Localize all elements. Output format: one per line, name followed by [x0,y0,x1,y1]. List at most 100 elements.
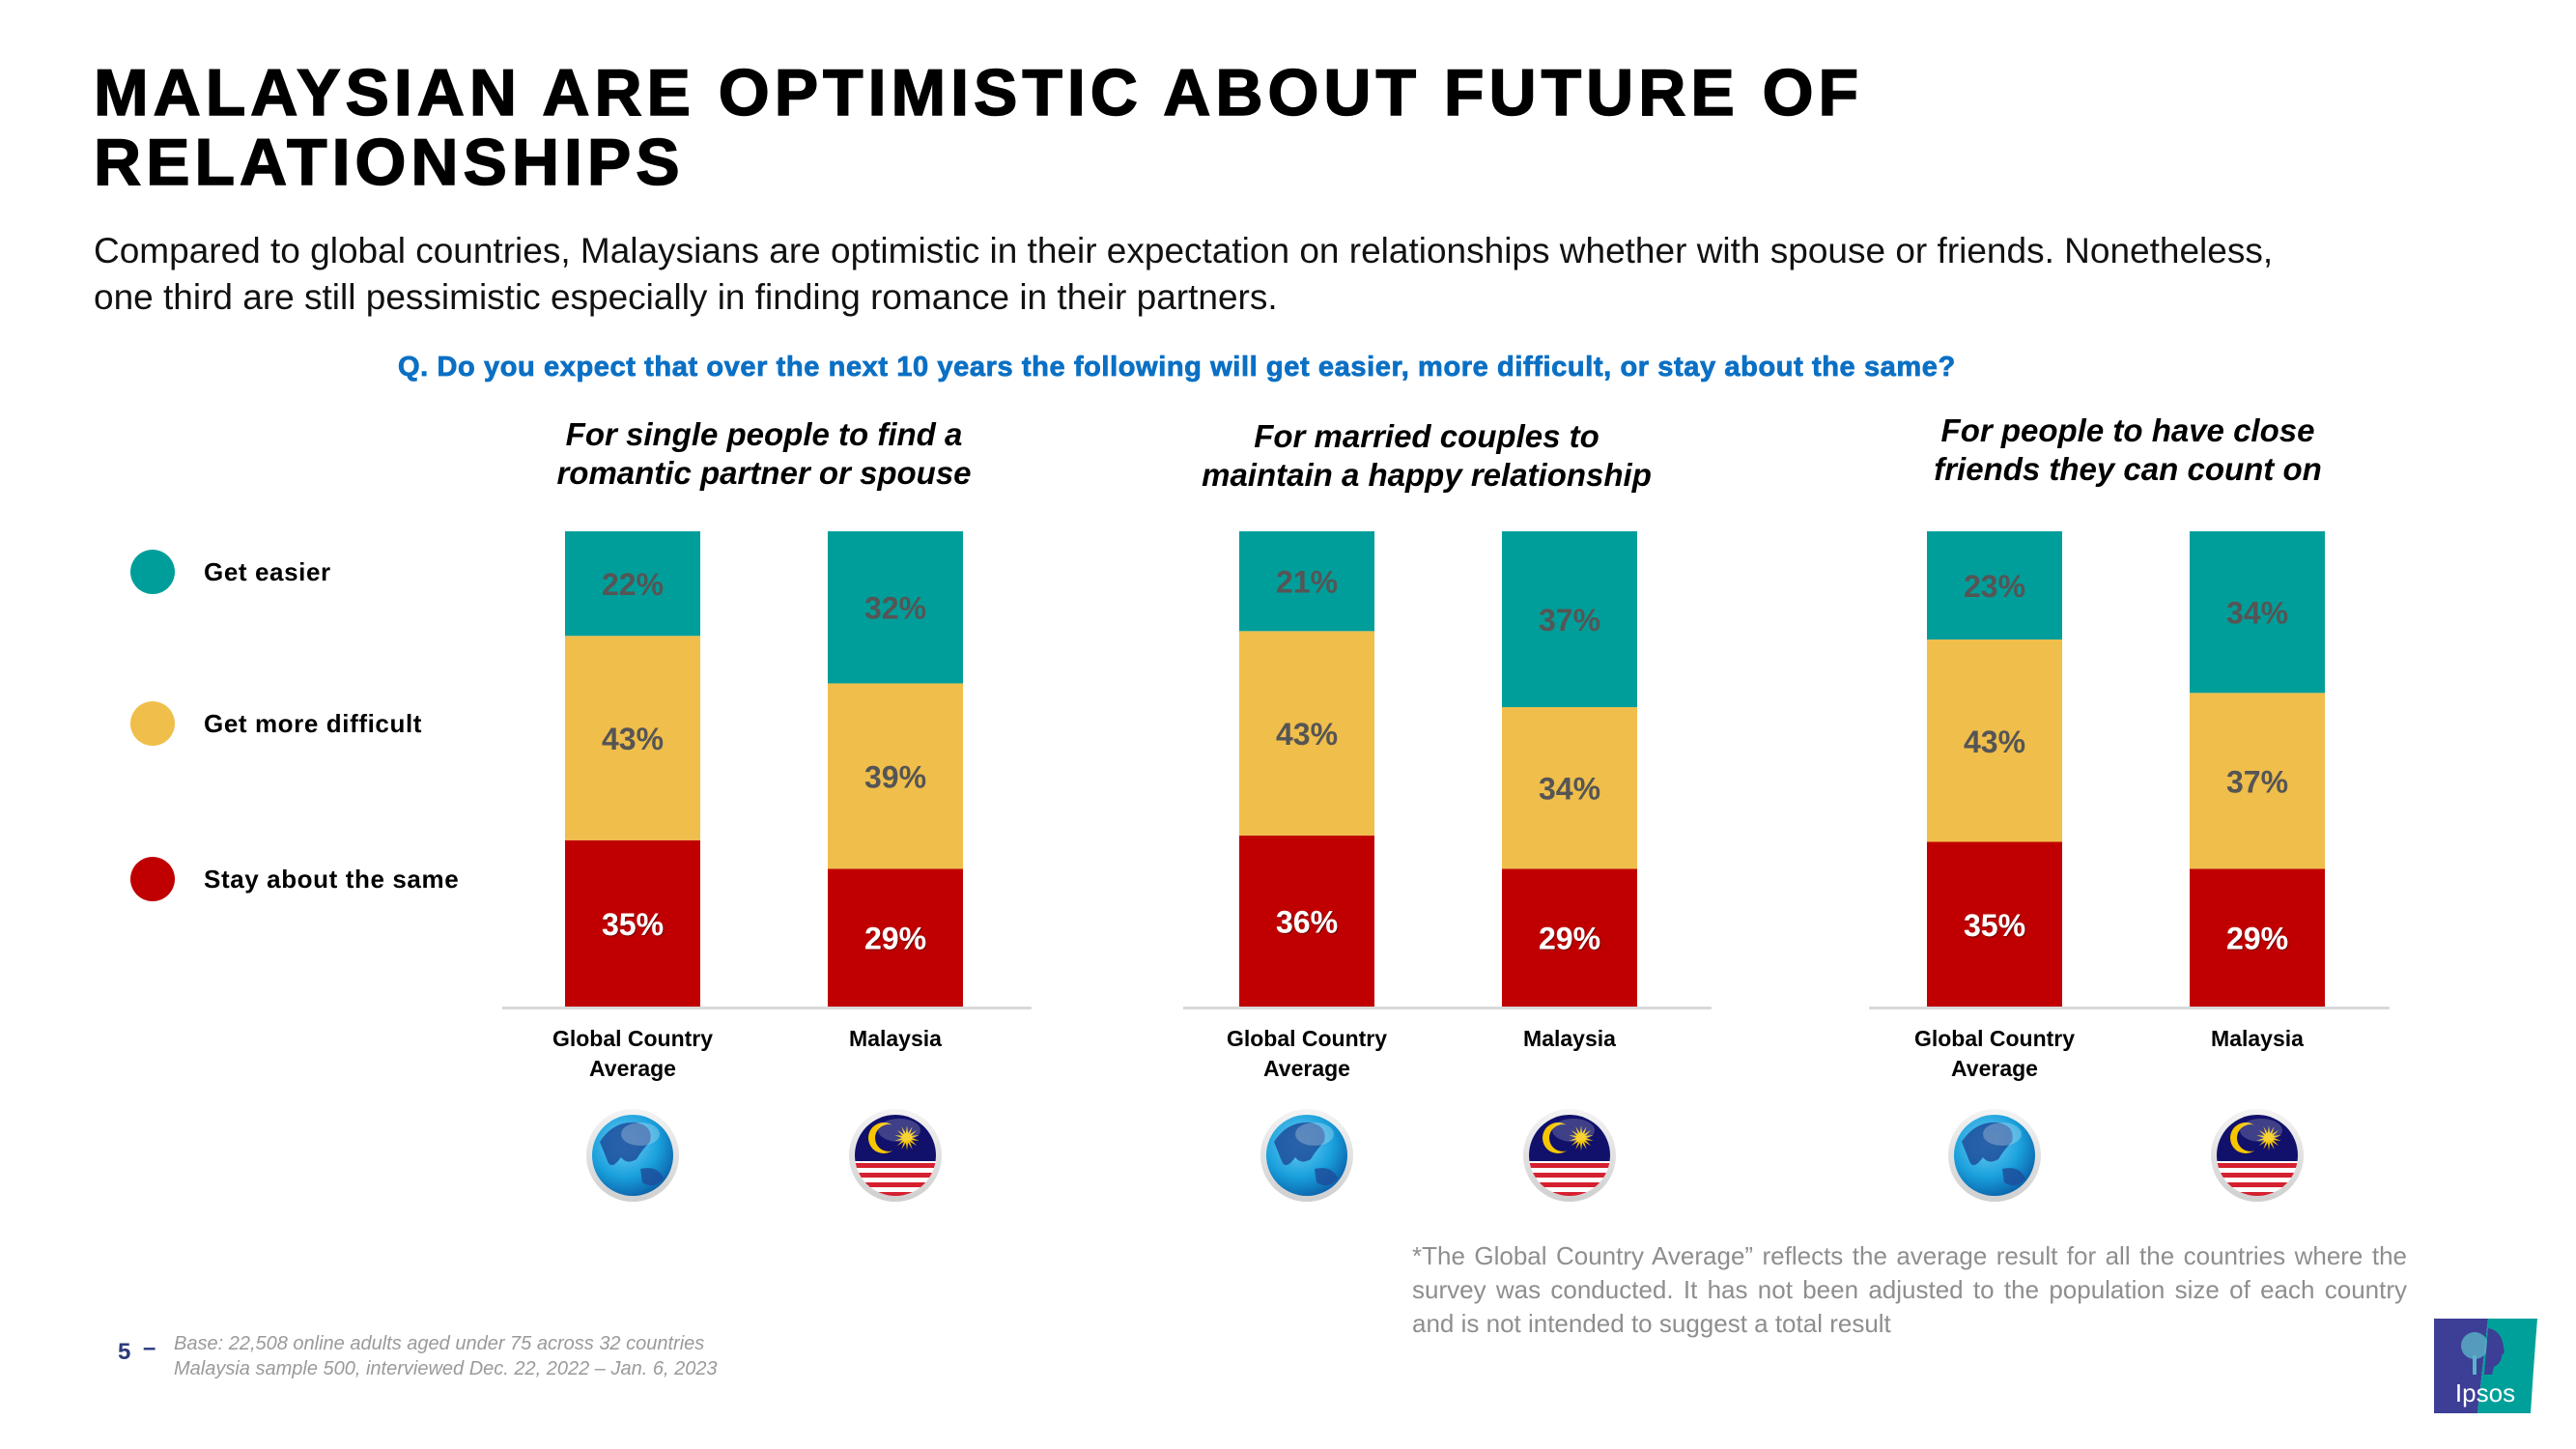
category-label: Malaysia [2211,1026,2304,1051]
bar-segment-get-more-difficult [565,636,700,840]
bar-malaysia: 29% 39% 32% [828,531,963,1007]
malaysia-flag-icon [1523,1109,1616,1202]
bar-segment-stay-about-the-same [565,839,700,1007]
logo-head-tree-icon [2461,1328,2505,1375]
bar-global-average: 36% 43% 21% [1239,531,1374,1007]
bar-segment-get-more-difficult [828,683,963,869]
category-label: Global Country [552,1026,713,1051]
base-note: Base: 22,508 online adults aged under 75… [174,1331,718,1381]
chart-1-title: For single people to find a romantic par… [465,415,1063,493]
chart-3-title-line-1: For people to have close [1940,412,2315,448]
chart-3: 35% 43% 23% Global Country Average 29% 37% 34% M… [1869,531,2390,1202]
flag-stripe [1529,1182,1610,1187]
chart-2-title-line-2: maintain a happy relationship [1202,457,1652,493]
data-label: 37% [1539,603,1600,638]
base-note-line-2: Malaysia sample 500, interviewed Dec. 22… [174,1358,718,1379]
bar-global-average: 35% 43% 23% [1927,531,2062,1007]
page-title-line-1: MALAYSIAN ARE OPTIMISTIC ABOUT FUTURE OF [93,56,1863,129]
flag-crescent-cut [1549,1124,1576,1151]
malaysia-flag-icon [849,1109,942,1202]
chart-1: 35% 43% 22% Global Country Average 29% 39% 32% M… [502,531,1032,1202]
bar-segment-get-easier [1502,531,1637,708]
flag-stripe [855,1182,936,1187]
chart-2: 36% 43% 21% Global Country Average 29% 34% 37% M… [1183,531,1712,1202]
category-label: Global Country [1914,1026,2075,1051]
data-label: 29% [864,922,926,956]
base-note-line-1: Base: 22,508 online adults aged under 75… [174,1333,705,1354]
bar-malaysia: 29% 34% 37% [1502,531,1637,1007]
flag-stripe [1529,1173,1610,1178]
flag-stripe [855,1173,936,1178]
bar-segment-get-more-difficult [1502,707,1637,869]
data-label: 37% [2226,764,2288,799]
data-label: 34% [1539,772,1600,807]
page-title: MALAYSIAN ARE OPTIMISTIC ABOUT FUTURE OF… [93,56,2219,198]
bar-segment-stay-about-the-same [1927,841,2062,1007]
data-label: 23% [1964,569,2025,604]
flag-star [2256,1125,2281,1151]
bar-segment-get-easier [565,531,700,637]
data-label: 36% [1276,904,1338,939]
chart-1-title-line-1: For single people to find a [565,416,963,452]
page-number-separator: – [143,1335,156,1361]
flag-crescent-cut [2237,1124,2264,1151]
global-average-footnote: *The Global Country Average” reflects th… [1412,1241,2407,1338]
data-label: 21% [1276,565,1338,600]
malaysia-flag-icon [2211,1109,2304,1202]
bar-segment-stay-about-the-same [2190,868,2325,1007]
bar-segment-get-more-difficult [1239,631,1374,836]
subtitle-line-1: Compared to global countries, Malaysians… [94,231,2274,270]
ipsos-logo: Ipsos [2434,1319,2537,1413]
bar-malaysia: 29% 37% 34% [2190,531,2325,1007]
category-label: Global Country [1227,1026,1387,1051]
globe-icon [1948,1109,2041,1202]
globe-continent [1962,1122,2013,1166]
data-label: 35% [1964,908,2025,943]
category-label: Average [1951,1056,2038,1081]
category-label: Malaysia [1523,1026,1616,1051]
data-label: 39% [864,759,926,794]
legend-dot-icon [130,857,175,901]
flag-stripe [2217,1192,2298,1196]
globe-icon [1260,1109,1353,1202]
subtitle-line-2: one third are still pessimistic especial… [94,277,1278,317]
flag-stripe [2217,1173,2298,1178]
legend-dot-icon [130,701,175,746]
globe-continent [600,1122,651,1166]
legend-item-stay-about-the-same: Stay about the same [130,855,459,903]
legend-label: Stay about the same [204,864,460,894]
data-label: 43% [1276,717,1338,752]
flag-stripe [855,1163,936,1168]
data-label: 29% [1539,922,1600,956]
bar-segment-stay-about-the-same [1502,868,1637,1007]
data-label: 43% [1964,724,2025,759]
bar-segment-get-easier [2190,531,2325,694]
flag-stripe [855,1192,936,1196]
bar-segment-get-more-difficult [1927,639,2062,842]
flag-star [894,1125,920,1151]
bar-global-average: 35% 43% 22% [565,531,700,1007]
legend-label: Get more difficult [204,708,423,738]
page-subtitle: Compared to global countries, Malaysians… [94,228,2460,321]
globe-highlight [621,1122,660,1146]
data-label: 43% [602,722,664,756]
globe-highlight [1983,1122,2022,1146]
bar-segment-get-easier [1239,531,1374,632]
chart-2-title: For married couples to maintain a happy … [1127,417,1726,495]
legend-dot-icon [130,550,175,594]
survey-question: Q. Do you expect that over the next 10 y… [398,352,1956,384]
legend-item-get-easier: Get easier [130,548,331,596]
globe-continent [640,1168,664,1186]
bar-segment-get-easier [1927,531,2062,640]
data-label: 32% [864,591,926,626]
chart-2-title-line-1: For married couples to [1254,418,1599,454]
globe-continent [1274,1122,1325,1166]
bar-segment-stay-about-the-same [1239,835,1374,1007]
data-label: 34% [2226,596,2288,631]
flag-stripe [1529,1163,1610,1168]
chart-3-title-line-2: friends they can count on [1934,451,2322,487]
globe-icon [586,1109,679,1202]
flag-crescent-cut [875,1124,902,1151]
legend-item-get-more-difficult: Get more difficult [130,699,422,748]
legend-label: Get easier [204,556,331,586]
